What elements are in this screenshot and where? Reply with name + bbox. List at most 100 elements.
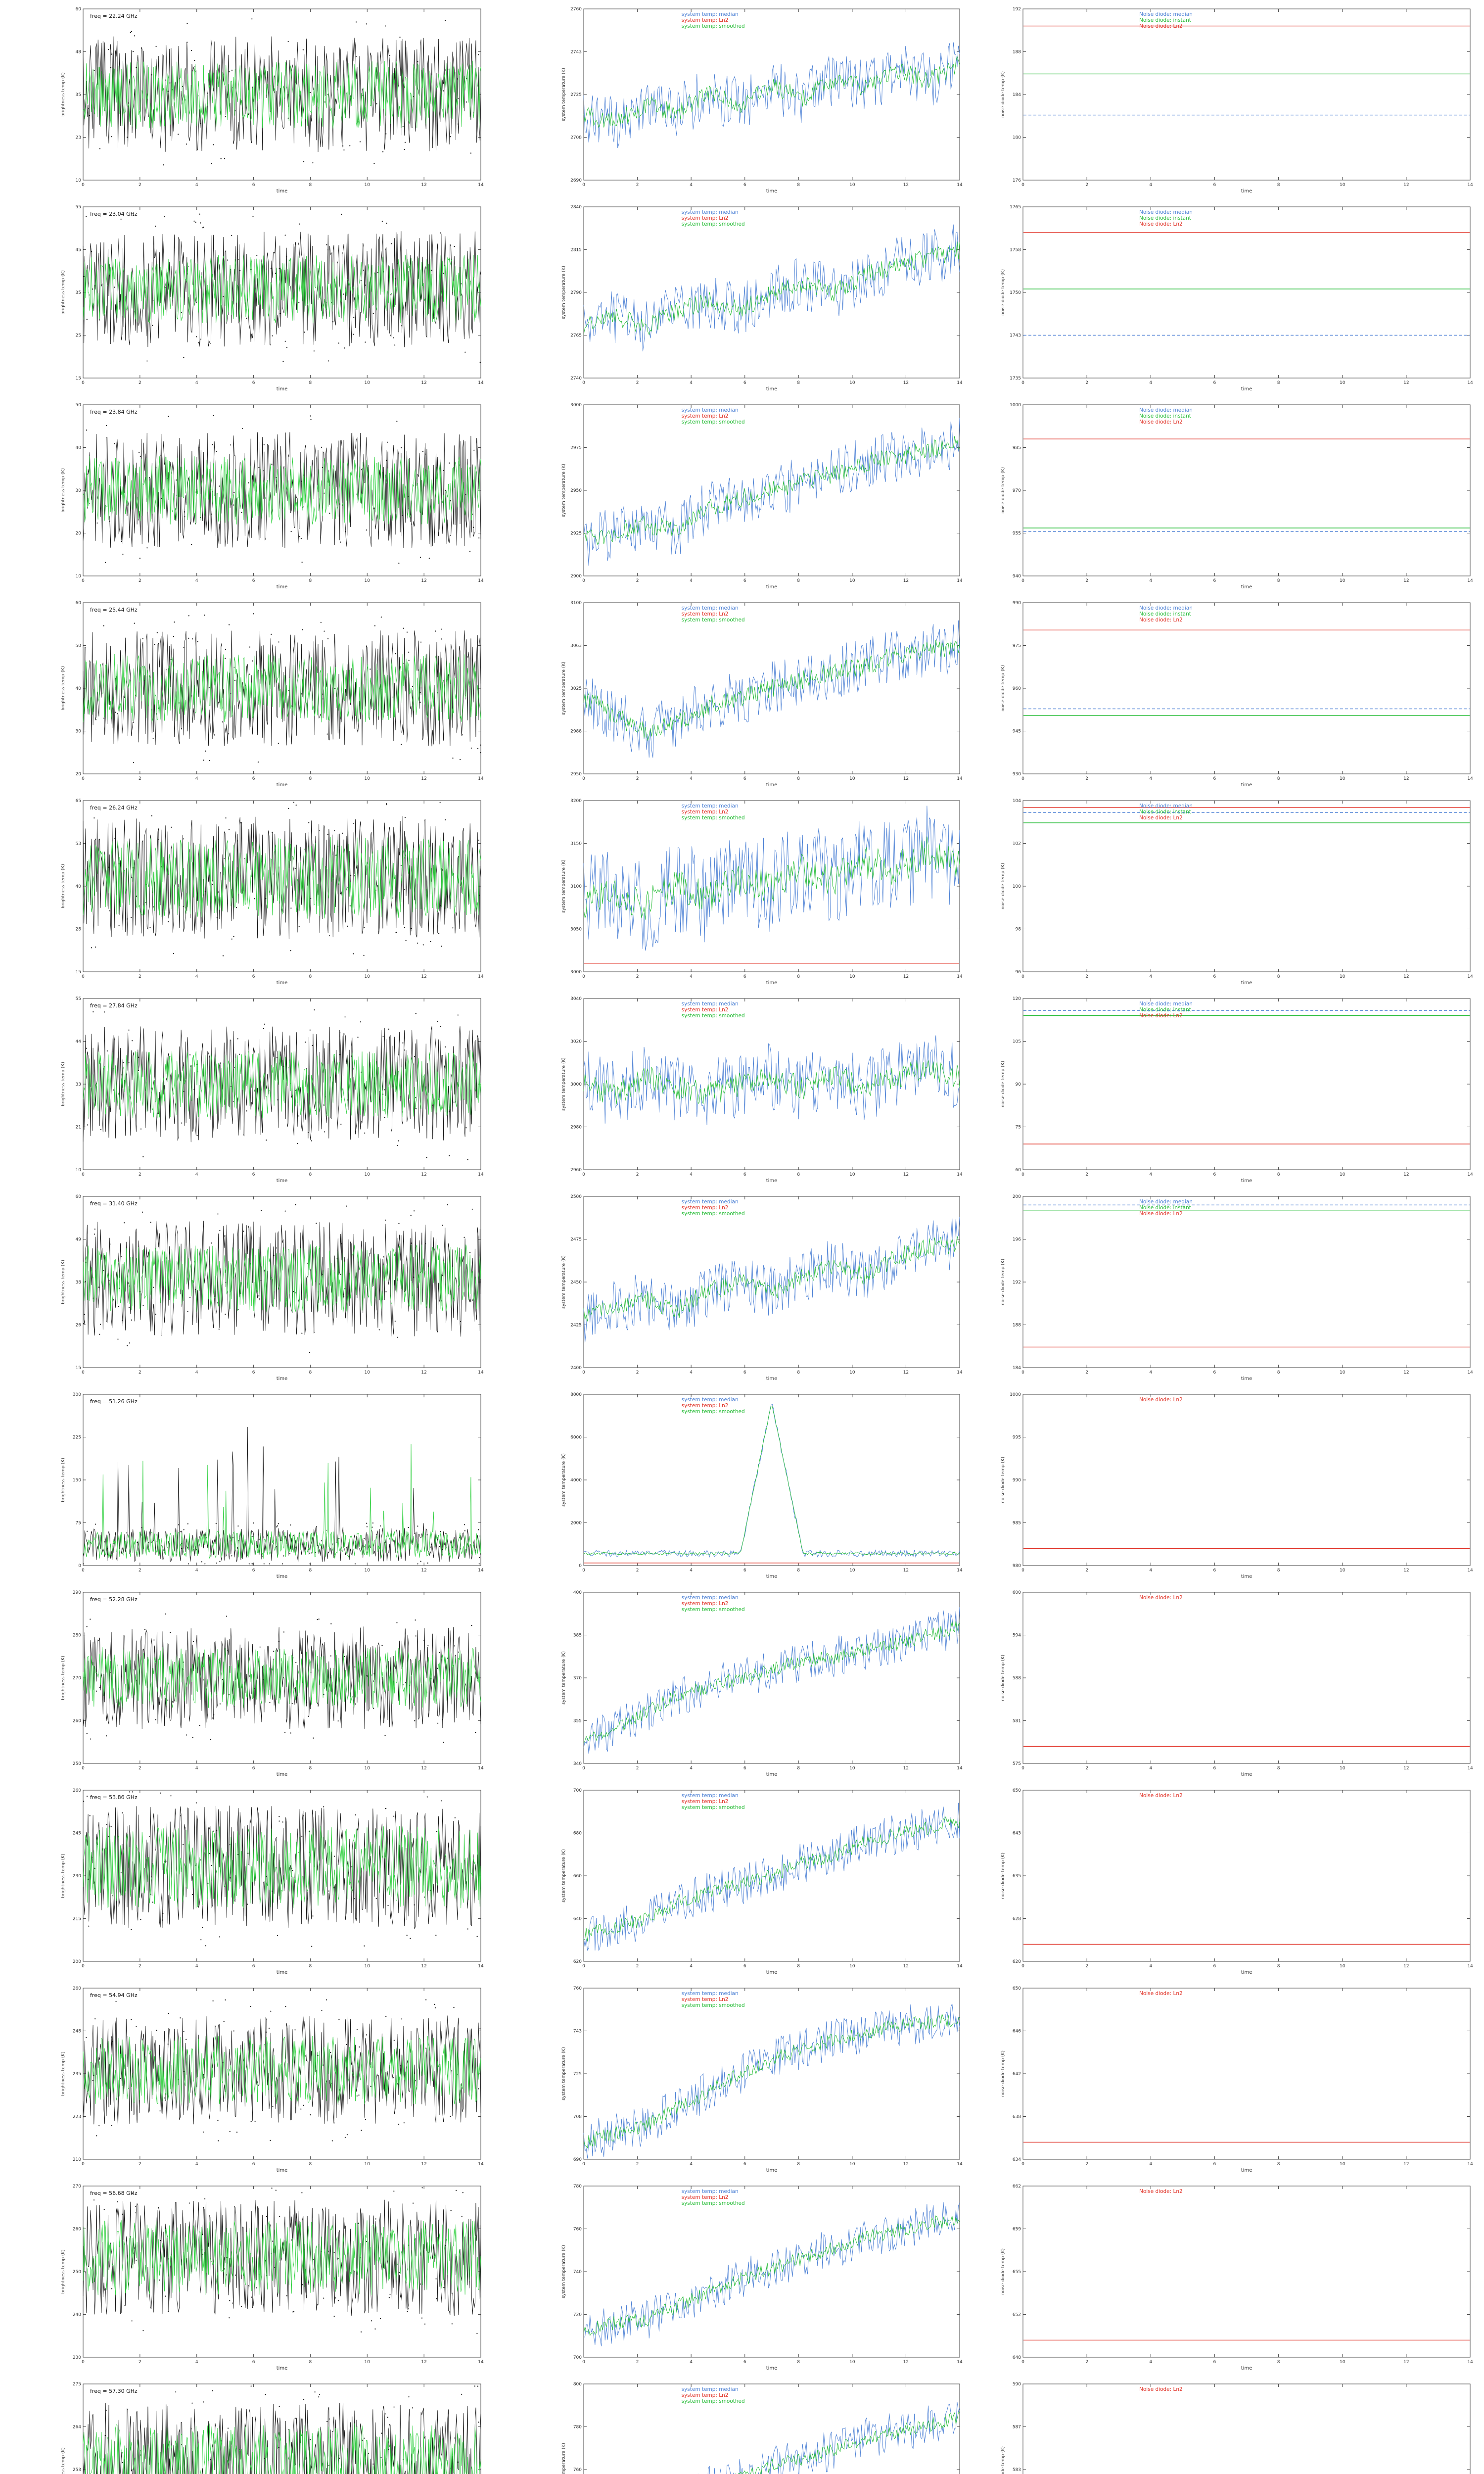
x-tick-label: 10 — [849, 578, 855, 583]
scatter-point — [370, 668, 371, 670]
scatter-point — [229, 624, 230, 625]
y-tick-label: 48 — [76, 50, 82, 55]
scatter-point — [187, 1563, 189, 1565]
scatter-point — [279, 313, 281, 314]
scatter-point — [86, 319, 88, 320]
x-tick-label: 14 — [478, 1370, 484, 1375]
scatter-point — [414, 1056, 416, 1057]
y-tick-label: 60 — [76, 1194, 82, 1199]
y-tick-label: 660 — [573, 1874, 582, 1879]
scatter-point — [246, 1110, 247, 1112]
scatter-point — [128, 1061, 130, 1063]
scatter-point — [415, 2080, 416, 2082]
y-tick-label: 590 — [1013, 2382, 1021, 2387]
y-tick-label: 290 — [73, 1590, 81, 1595]
scatter-point — [327, 94, 329, 95]
x-tick-label: 0 — [82, 1370, 85, 1375]
series-systemp-median — [583, 42, 960, 148]
x-tick-label: 12 — [1403, 183, 1409, 188]
scatter-point — [356, 2029, 358, 2031]
series-systemp-smoothed — [583, 1405, 960, 1555]
x-tick-label: 12 — [1403, 2162, 1409, 2167]
x-tick-label: 4 — [690, 1568, 693, 1573]
x-tick-label: 12 — [421, 381, 426, 385]
x-tick-label: 10 — [365, 1370, 371, 1375]
scatter-point — [117, 713, 118, 714]
scatter-point — [243, 689, 244, 691]
x-tick-label: 14 — [1467, 2162, 1473, 2167]
x-tick-label: 0 — [1021, 974, 1024, 979]
x-tick-label: 6 — [1213, 183, 1216, 188]
x-tick-label: 0 — [82, 974, 85, 979]
scatter-point — [123, 1062, 124, 1063]
scatter-point — [310, 1552, 312, 1554]
series-brightness-raw — [83, 1806, 481, 1929]
x-tick-label: 12 — [903, 1766, 909, 1771]
scatter-point — [88, 1925, 90, 1927]
x-tick-label: 10 — [1340, 1568, 1345, 1573]
scatter-point — [205, 1945, 207, 1947]
scatter-point — [300, 2108, 302, 2110]
x-tick-label: 2 — [636, 2162, 639, 2167]
scatter-point — [126, 1532, 128, 1534]
plot-border — [1022, 1790, 1471, 1962]
scatter-point — [478, 1529, 479, 1530]
scatter-point — [271, 2188, 273, 2189]
scatter-point — [250, 269, 252, 270]
y-tick-label: 945 — [1013, 729, 1021, 734]
scatter-point — [83, 1563, 84, 1565]
x-tick-label: 8 — [1277, 1370, 1280, 1375]
scatter-point — [149, 1836, 150, 1838]
x-tick-label: 6 — [252, 1964, 255, 1969]
scatter-point — [192, 1641, 194, 1642]
x-tick-label: 14 — [478, 381, 484, 385]
scatter-point — [449, 1155, 450, 1156]
scatter-point — [354, 1563, 356, 1565]
scatter-point — [303, 2399, 305, 2400]
right-legend-entry: Noise diode: median — [1139, 11, 1193, 17]
x-tick-label: 0 — [1021, 578, 1024, 583]
scatter-point — [397, 1336, 399, 1338]
y-axis-label: noise diode temp (K) — [1001, 2446, 1006, 2474]
y-tick-label: 2960 — [570, 1168, 582, 1173]
series-brightness-clean — [83, 837, 481, 919]
scatter-point — [366, 529, 367, 531]
system-temp-plot-panel: 700 680 660 640 620 0 2 4 6 8 10 12 14 time system tem… — [560, 1785, 964, 1975]
scatter-point — [356, 1918, 357, 1920]
y-tick-label: 985 — [1013, 1521, 1021, 1526]
scatter-point — [83, 1314, 85, 1315]
x-tick-label: 10 — [1340, 183, 1345, 188]
x-axis-label: time — [277, 1772, 288, 1777]
scatter-point — [375, 1898, 377, 1900]
scatter-point — [127, 1345, 128, 1346]
scatter-point — [200, 122, 201, 124]
series-brightness-clean — [83, 2220, 481, 2295]
y-tick-label: 35 — [76, 93, 81, 97]
y-axis-label: system temperature (K) — [561, 2245, 566, 2298]
scatter-point — [478, 2422, 479, 2423]
plot-row: 55 45 35 25 15 0 2 4 6 8 10 12 14 time brightness temp… — [0, 198, 1484, 396]
scatter-point — [249, 1675, 250, 1677]
series-systemp-median — [583, 1404, 960, 1558]
scatter-point — [361, 2130, 362, 2131]
system-temp-plot-panel: 2500 2475 2450 2425 2400 0 2 4 6 8 10 12 14 time syste… — [560, 1191, 964, 1381]
scatter-point — [162, 1919, 163, 1921]
y-axis-label: noise diode temp (K) — [1001, 2248, 1006, 2295]
scatter-point — [139, 456, 141, 457]
scatter-point — [406, 631, 408, 633]
scatter-point — [124, 1222, 125, 1224]
scatter-point — [211, 1864, 212, 1866]
scatter-point — [475, 1732, 476, 1733]
series-brightness-clean — [83, 1647, 481, 1709]
series-systemp-smoothed — [583, 1620, 960, 1744]
series-systemp-smoothed — [583, 2014, 960, 2149]
y-tick-label: 200 — [1013, 1194, 1021, 1199]
right-legend-entry: Noise diode: Ln2 — [1139, 419, 1183, 425]
x-tick-label: 0 — [1021, 1370, 1024, 1375]
mid-legend-entry: system temp: smoothed — [682, 2002, 745, 2008]
y-tick-label: 250 — [73, 1761, 81, 1766]
scatter-point — [251, 2296, 253, 2298]
scatter-point — [258, 467, 260, 469]
